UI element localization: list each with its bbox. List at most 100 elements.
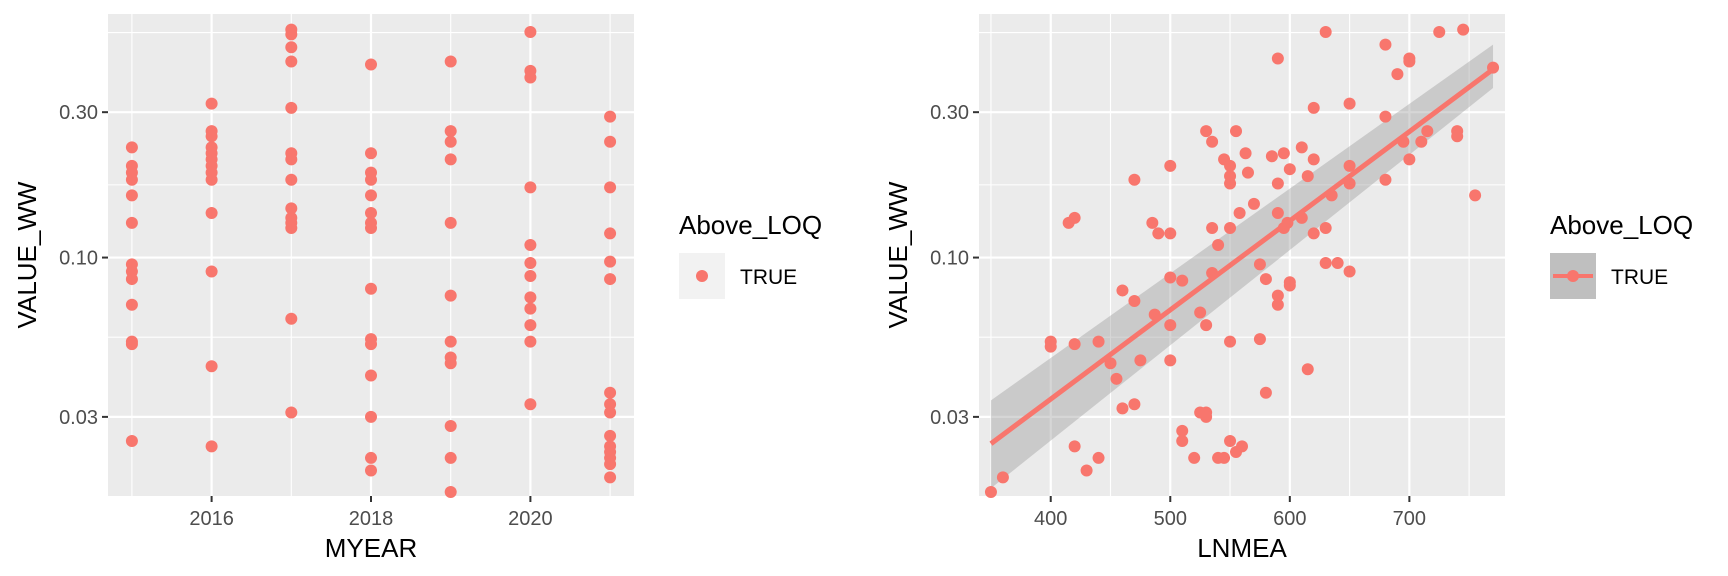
data-point <box>1259 273 1272 286</box>
data-point <box>1319 256 1332 269</box>
data-point <box>524 269 537 282</box>
data-point <box>604 386 617 399</box>
data-point <box>1283 163 1296 176</box>
data-point <box>1271 298 1284 311</box>
scatter-panel-lnmea: 400 500 600 700 0.03 0.10 0.30 LNMEA VALUE_WW <box>883 14 1505 563</box>
data-point <box>365 464 377 477</box>
data-point <box>1271 52 1284 65</box>
data-point <box>125 189 138 202</box>
data-point <box>604 255 617 268</box>
data-point <box>604 458 617 471</box>
data-point <box>125 273 138 286</box>
data-point <box>1233 207 1246 220</box>
data-point <box>604 181 617 194</box>
data-point <box>604 406 617 419</box>
x-tick-label: 600 <box>1273 508 1306 530</box>
data-point <box>205 173 218 186</box>
x-tick-label: 2020 <box>508 508 553 530</box>
data-point <box>125 216 138 229</box>
data-point <box>1224 177 1237 190</box>
data-point <box>1116 402 1129 415</box>
data-point <box>1241 166 1254 179</box>
data-point <box>205 360 218 373</box>
data-point <box>1200 410 1213 423</box>
data-point <box>1343 265 1356 278</box>
data-point <box>365 338 377 351</box>
legend-above-loq-left: Above_LOQ TRUE <box>679 210 822 299</box>
x-axis-title: MYEAR <box>325 533 417 563</box>
data-point <box>1188 451 1201 464</box>
data-point <box>365 147 377 160</box>
data-point <box>1415 135 1428 148</box>
data-point <box>285 153 298 166</box>
data-point <box>125 338 138 351</box>
data-point <box>1379 110 1392 123</box>
data-point <box>604 227 617 240</box>
data-point <box>1271 289 1284 302</box>
data-point <box>524 335 537 348</box>
x-tick-label: 2018 <box>349 508 394 530</box>
data-point <box>1200 319 1213 332</box>
data-point <box>1068 211 1081 224</box>
data-point <box>1271 177 1284 190</box>
data-point <box>1403 55 1416 68</box>
data-point <box>444 289 457 302</box>
data-point <box>365 282 377 295</box>
data-point <box>1451 130 1464 143</box>
data-point <box>1068 440 1081 453</box>
x-tick-label: 700 <box>1393 508 1426 530</box>
data-point <box>1247 197 1260 210</box>
data-point <box>444 335 457 348</box>
data-point <box>1271 207 1284 220</box>
data-point <box>1218 451 1231 464</box>
data-point <box>285 222 298 235</box>
data-point <box>1433 25 1446 38</box>
data-point <box>1253 258 1266 271</box>
data-point <box>1379 173 1392 186</box>
data-point <box>1146 216 1159 229</box>
data-point <box>285 173 298 186</box>
x-tick-label: 2016 <box>189 508 234 530</box>
axis-ticks <box>102 111 532 502</box>
data-point <box>365 222 377 235</box>
data-point <box>285 41 298 54</box>
data-point <box>365 207 377 220</box>
data-point <box>1044 340 1057 353</box>
data-point <box>444 420 457 433</box>
y-tick-label: 0.03 <box>59 407 98 429</box>
data-point <box>1068 338 1081 351</box>
data-point <box>1319 25 1332 38</box>
data-point <box>1331 256 1344 269</box>
legend-label-true: TRUE <box>1611 266 1668 289</box>
data-point <box>1110 372 1123 385</box>
data-point <box>365 58 377 71</box>
data-point <box>984 486 997 499</box>
legend-key-point <box>696 270 708 282</box>
data-point <box>1164 227 1177 240</box>
y-tick-label: 0.10 <box>59 248 98 270</box>
data-point <box>444 216 457 229</box>
data-point <box>125 435 138 448</box>
data-point <box>444 486 457 499</box>
data-point <box>524 71 537 84</box>
data-point <box>125 298 138 311</box>
data-point <box>1259 386 1272 399</box>
y-axis-title: VALUE_WW <box>883 181 913 328</box>
major-gridlines <box>979 14 1505 496</box>
data-point <box>1457 23 1470 36</box>
y-axis-title: VALUE_WW <box>12 181 42 328</box>
regression-line <box>989 67 1495 446</box>
legend-key-point <box>1567 270 1579 282</box>
legend-title: Above_LOQ <box>679 210 822 240</box>
data-point <box>1301 170 1314 183</box>
data-point <box>1295 141 1308 154</box>
data-point <box>1134 354 1147 367</box>
data-point <box>365 410 377 423</box>
legend-title: Above_LOQ <box>1550 210 1693 240</box>
legend-above-loq-right: Above_LOQ TRUE <box>1550 210 1693 299</box>
data-point <box>1128 398 1141 411</box>
data-point <box>444 357 457 370</box>
data-point <box>205 265 218 278</box>
data-point <box>1307 153 1320 166</box>
